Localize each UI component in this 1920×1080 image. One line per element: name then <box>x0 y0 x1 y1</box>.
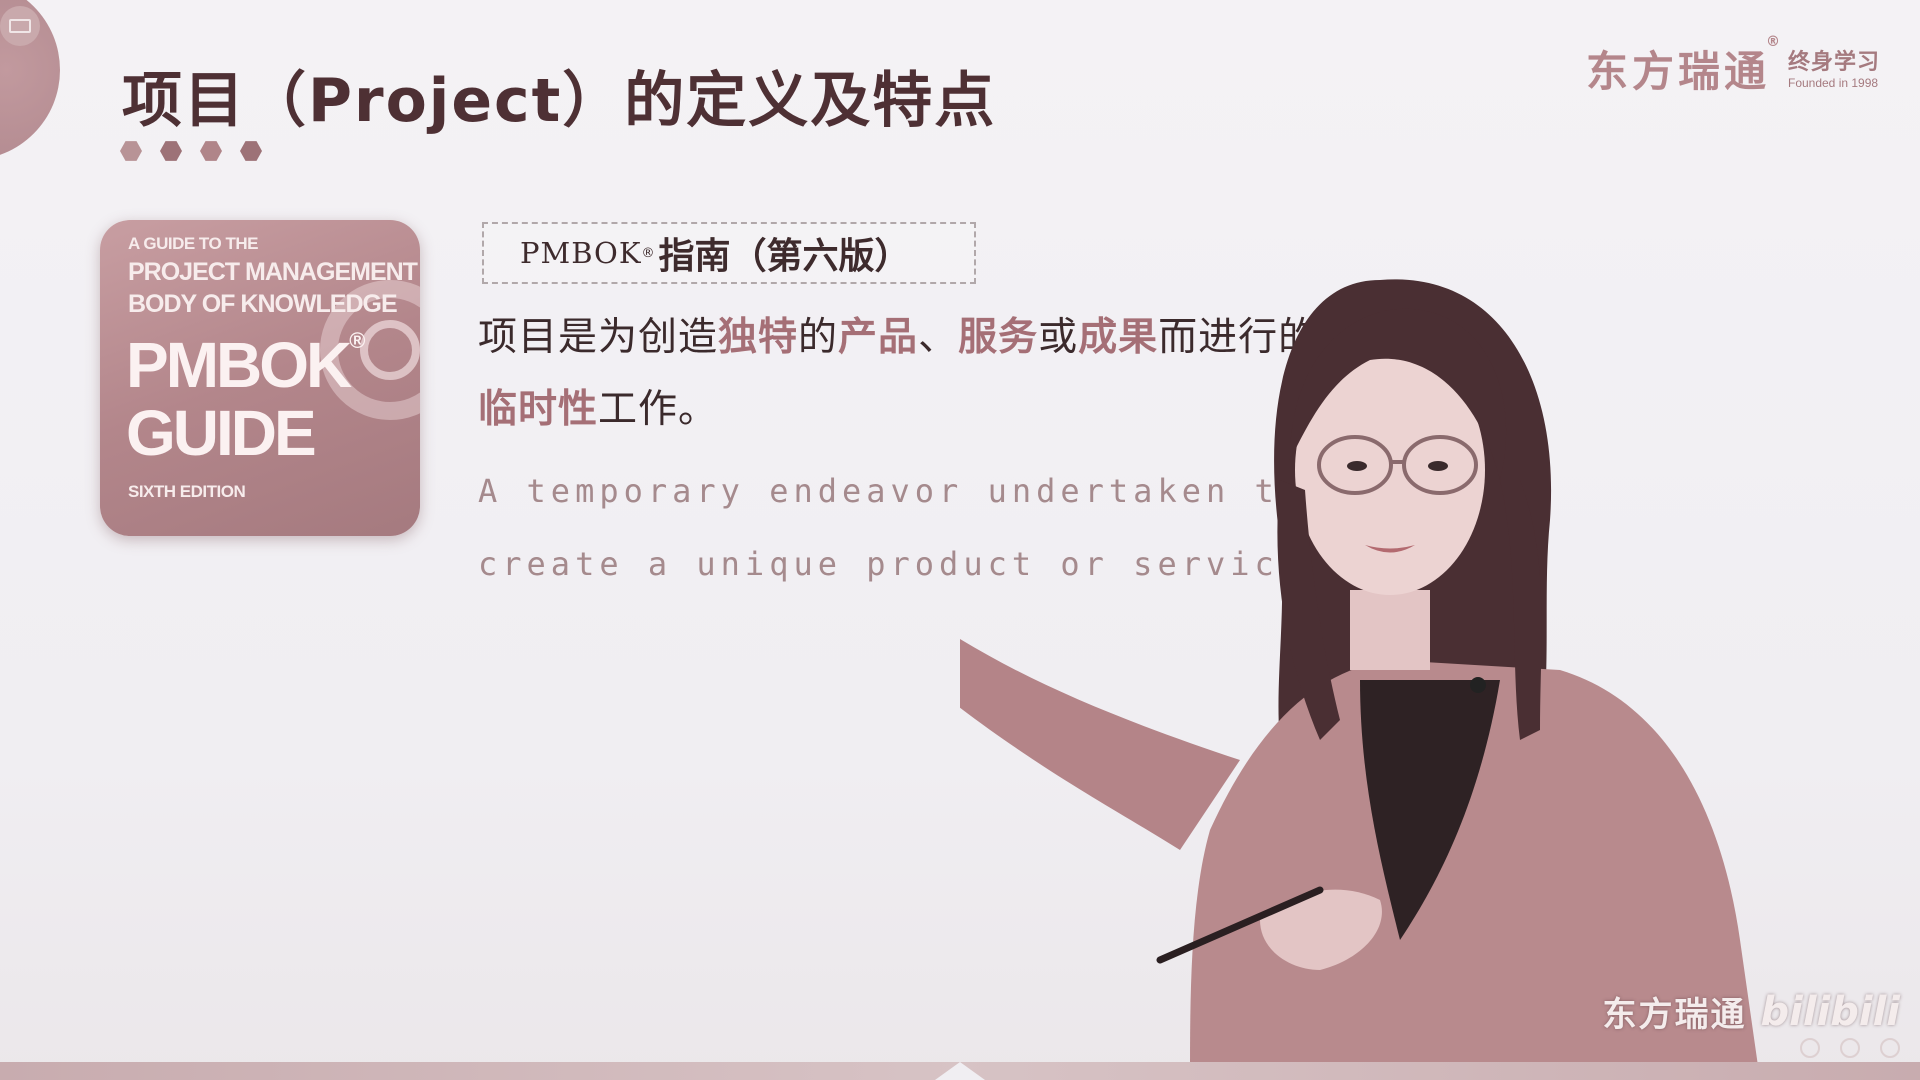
def-text: 的 <box>798 315 839 360</box>
brand-name-text: 东方瑞通 <box>1585 47 1770 96</box>
bilibili-logo: bilibili <box>1760 988 1900 1035</box>
def-highlight: 独特 <box>718 315 799 360</box>
brand-slogan: 终身学习 Founded in 1998 <box>1788 38 1880 90</box>
window-icon <box>9 19 31 33</box>
book-cover-pmbok: PMBOK® <box>126 328 365 402</box>
label-registered: ® <box>641 245 655 261</box>
brand-founded: Founded in 1998 <box>1787 76 1879 90</box>
book-cover-line: A GUIDE TO THE <box>128 234 258 253</box>
book-cover-edition: SIXTH EDITION <box>128 482 246 501</box>
circle-control-icon[interactable] <box>1800 1038 1820 1058</box>
title-decoration-dots <box>120 140 262 162</box>
def-highlight: 服务 <box>958 315 1039 360</box>
brand-logo: 东方瑞通 ® 终身学习 Founded in 1998 <box>1585 34 1880 99</box>
book-cover-guide: GUIDE <box>126 397 317 469</box>
def-highlight: 临时性 <box>478 387 599 432</box>
hexagon-dot <box>120 141 142 161</box>
pmbok-guide-label: PMBOK ® 指南（第六版） <box>482 222 976 284</box>
def-text: 或 <box>1038 315 1079 360</box>
hexagon-dot <box>160 141 182 161</box>
definition-english: A temporary endeavor undertaken to creat… <box>478 472 1328 583</box>
book-cover-line: PROJECT MANAGEMENT <box>128 258 418 286</box>
watermark-name: 东方瑞通 <box>1602 995 1747 1035</box>
label-chinese: 指南（第六版） <box>658 236 911 277</box>
registered-mark: ® <box>1765 34 1784 50</box>
def-text: 项目是为创造 <box>478 315 719 360</box>
video-watermark: 东方瑞通 bilibili <box>1602 987 1900 1036</box>
book-cover-line: BODY OF KNOWLEDGE <box>128 290 398 318</box>
def-text: 、 <box>918 315 959 360</box>
brand-name: 东方瑞通 ® <box>1585 34 1780 99</box>
def-highlight: 产品 <box>838 315 919 360</box>
book-cover-reg: ® <box>349 328 365 353</box>
player-controls <box>1800 1038 1900 1058</box>
hexagon-dot <box>200 141 222 161</box>
hexagon-dot <box>240 141 262 161</box>
def-text: 而进行的 <box>1158 315 1319 360</box>
definition-chinese: 项目是为创造独特的产品、服务或成果而进行的临时性工作。 <box>478 302 1328 446</box>
label-latin: PMBOK <box>520 236 642 270</box>
def-text: 工作。 <box>598 387 719 432</box>
pmbok-book-cover: A GUIDE TO THE PROJECT MANAGEMENT BODY O… <box>100 220 420 536</box>
slide-title: 项目（Project）的定义及特点 <box>122 66 997 136</box>
gear-inner-icon <box>360 320 420 380</box>
def-highlight: 成果 <box>1078 315 1159 360</box>
window-toggle-button[interactable] <box>0 6 40 46</box>
brand-slogan-main: 终身学习 <box>1787 50 1880 75</box>
circle-control-icon[interactable] <box>1880 1038 1900 1058</box>
book-cover-pmbok-text: PMBOK <box>126 329 352 401</box>
circle-control-icon[interactable] <box>1840 1038 1860 1058</box>
